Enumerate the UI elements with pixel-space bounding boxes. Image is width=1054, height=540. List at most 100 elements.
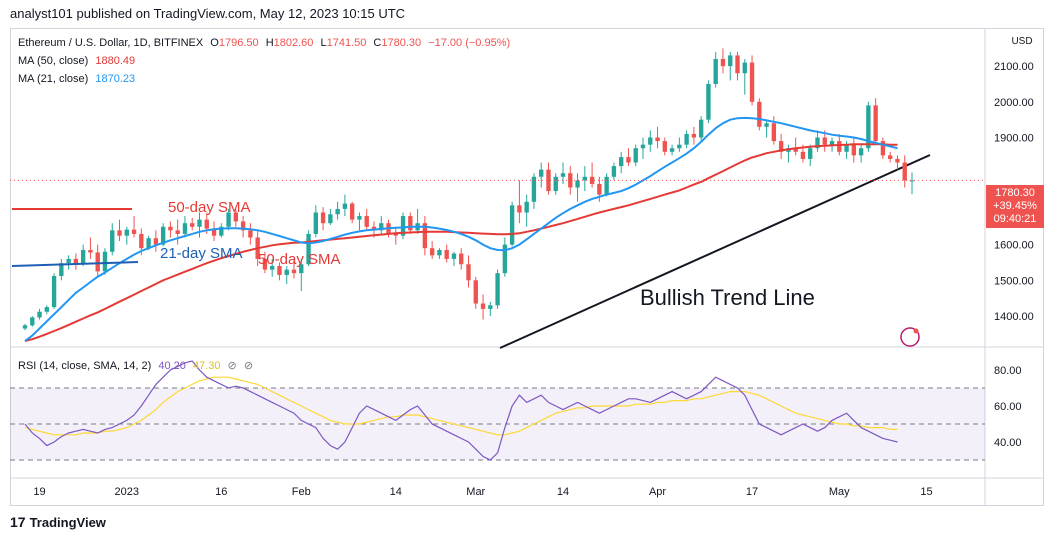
candle-body	[837, 141, 842, 152]
time-tick-label: Feb	[292, 486, 311, 498]
candle-body	[59, 263, 64, 277]
candle-body	[393, 233, 398, 236]
rsi-label: RSI (14, close, SMA, 14, 2)	[18, 360, 152, 372]
price-tick-label: 1400.00	[994, 311, 1034, 323]
settings-icon[interactable]: ⊘	[243, 360, 254, 372]
candle-body	[677, 144, 682, 149]
ma21-line	[24, 116, 898, 342]
ma50-line	[24, 143, 898, 342]
price-tick-label: 2000.00	[994, 97, 1034, 109]
time-tick-label: 19	[33, 486, 45, 498]
candle-body	[575, 180, 580, 188]
candle-body	[204, 219, 209, 229]
legend-ma21-label: MA (21, close)	[18, 73, 89, 85]
legend-close: 1780.30	[381, 37, 422, 49]
candle-body	[844, 144, 849, 152]
candle-body	[22, 325, 28, 329]
candle-body	[793, 148, 798, 152]
candle-body	[829, 141, 835, 145]
candle-body	[451, 253, 457, 259]
candle-body	[277, 266, 282, 275]
candle-body	[153, 238, 159, 245]
alert-icon	[900, 327, 920, 347]
price-tick-label: 1500.00	[994, 275, 1034, 287]
candle-body	[342, 203, 348, 209]
sma50-annotation: 50-day SMA	[168, 199, 251, 216]
candle-body	[866, 105, 871, 149]
candle-body	[66, 258, 71, 264]
candle-body	[379, 223, 384, 231]
candle-body	[633, 148, 638, 163]
candle-body	[531, 176, 537, 202]
candle-body	[771, 123, 777, 142]
candle-body	[764, 123, 769, 127]
candle-body	[80, 249, 86, 265]
candle-body	[190, 223, 195, 227]
time-tick-label: Apr	[649, 486, 666, 498]
price-tick-label: 2100.00	[994, 61, 1034, 73]
candle-body	[640, 144, 646, 149]
candle-body	[669, 148, 675, 152]
candle-body	[44, 307, 49, 312]
rsi-value: 40.20	[158, 360, 186, 372]
candle-body	[517, 205, 522, 213]
candle-body	[902, 162, 907, 181]
candle-body	[597, 183, 602, 195]
candle-body	[808, 148, 813, 159]
candle-body	[160, 226, 166, 245]
legend-change: −17.00 (−0.95%)	[428, 37, 511, 49]
bullish-trend-line	[499, 154, 931, 349]
candle-body	[582, 176, 588, 181]
time-tick-label: Mar	[466, 486, 485, 498]
candle-body	[495, 273, 500, 306]
candle-body	[778, 141, 784, 152]
candle-body	[858, 148, 864, 156]
candle-body	[604, 176, 609, 195]
candle-body	[110, 230, 115, 252]
candle-body	[698, 119, 704, 138]
rsi-tick-label: 60.00	[994, 401, 1022, 413]
legend-ma21-value: 1870.23	[95, 73, 136, 85]
candle-body	[240, 221, 246, 231]
candle-body	[539, 169, 544, 177]
candle-body	[102, 251, 108, 272]
price-tick-label: 1900.00	[994, 133, 1034, 145]
rsi-legend: RSI (14, close, SMA, 14, 2) 40.20 47.30 …	[18, 357, 253, 375]
candle-body	[895, 158, 900, 163]
legend-low-label: L	[320, 37, 327, 49]
candle-body	[73, 258, 79, 265]
candle-body	[684, 133, 689, 145]
rsi-tick-label: 40.00	[994, 437, 1022, 449]
candle-body	[124, 229, 129, 236]
candle-body	[37, 311, 42, 318]
candle-body	[706, 83, 711, 120]
candle-body	[553, 176, 558, 192]
trendline-annotation: Bullish Trend Line	[640, 285, 815, 310]
candle-body	[313, 212, 319, 234]
chart-frame	[10, 28, 1044, 506]
candle-body	[248, 230, 253, 238]
sma21-annotation: 21-day SMA	[160, 245, 243, 262]
legend-ma50-value: 1880.49	[95, 55, 136, 67]
candle-body	[444, 249, 449, 259]
candle-body	[371, 226, 377, 231]
candle-body	[909, 180, 915, 182]
candle-body	[662, 141, 667, 152]
hide-icon[interactable]: ⊘	[227, 360, 237, 372]
price-tag: 1780.30 +39.45% 09:40:21	[986, 185, 1044, 228]
candle-body	[349, 203, 355, 220]
candle-body	[226, 212, 231, 227]
legend-high: 1802.60	[273, 37, 314, 49]
candle-body	[611, 166, 617, 177]
legend-close-label: C	[373, 37, 382, 49]
candle-body	[168, 226, 173, 231]
price-tag-change: +39.45%	[993, 200, 1037, 212]
footer[interactable]: 17 TradingView	[10, 514, 106, 530]
time-tick-label: 14	[557, 486, 569, 498]
legend: Ethereum / U.S. Dollar, 1D, BITFINEX O17…	[18, 34, 510, 88]
price-tick-label: 1600.00	[994, 240, 1034, 252]
candle-body	[357, 216, 362, 220]
candle-body	[291, 269, 297, 274]
candle-body	[182, 223, 188, 234]
